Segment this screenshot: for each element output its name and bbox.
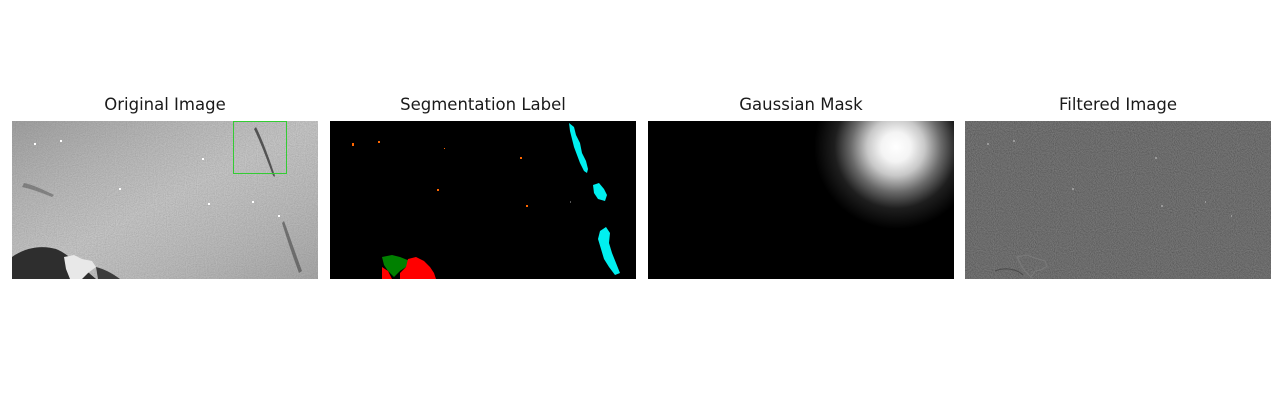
segmentation-label-panel (330, 121, 636, 279)
original-image-panel (12, 121, 318, 279)
filtered-image (965, 121, 1271, 279)
gaussian-mask-title: Gaussian Mask (739, 95, 863, 114)
segmentation-label-image (330, 121, 636, 279)
highlight-box (233, 121, 287, 174)
segment-cyan (598, 227, 620, 275)
segment-cyan (593, 183, 607, 201)
filtered-image-panel (965, 121, 1271, 279)
original-image-title: Original Image (104, 95, 226, 114)
segmentation-label-title: Segmentation Label (400, 95, 566, 114)
original-image (12, 121, 318, 279)
segment-red (382, 267, 392, 279)
segment-green (382, 255, 410, 277)
gaussian-mask-panel (648, 121, 954, 279)
gaussian-mask-image (648, 121, 954, 279)
filtered-image-title: Filtered Image (1058, 95, 1178, 114)
segment-cyan (569, 123, 588, 173)
segment-red (400, 257, 436, 279)
